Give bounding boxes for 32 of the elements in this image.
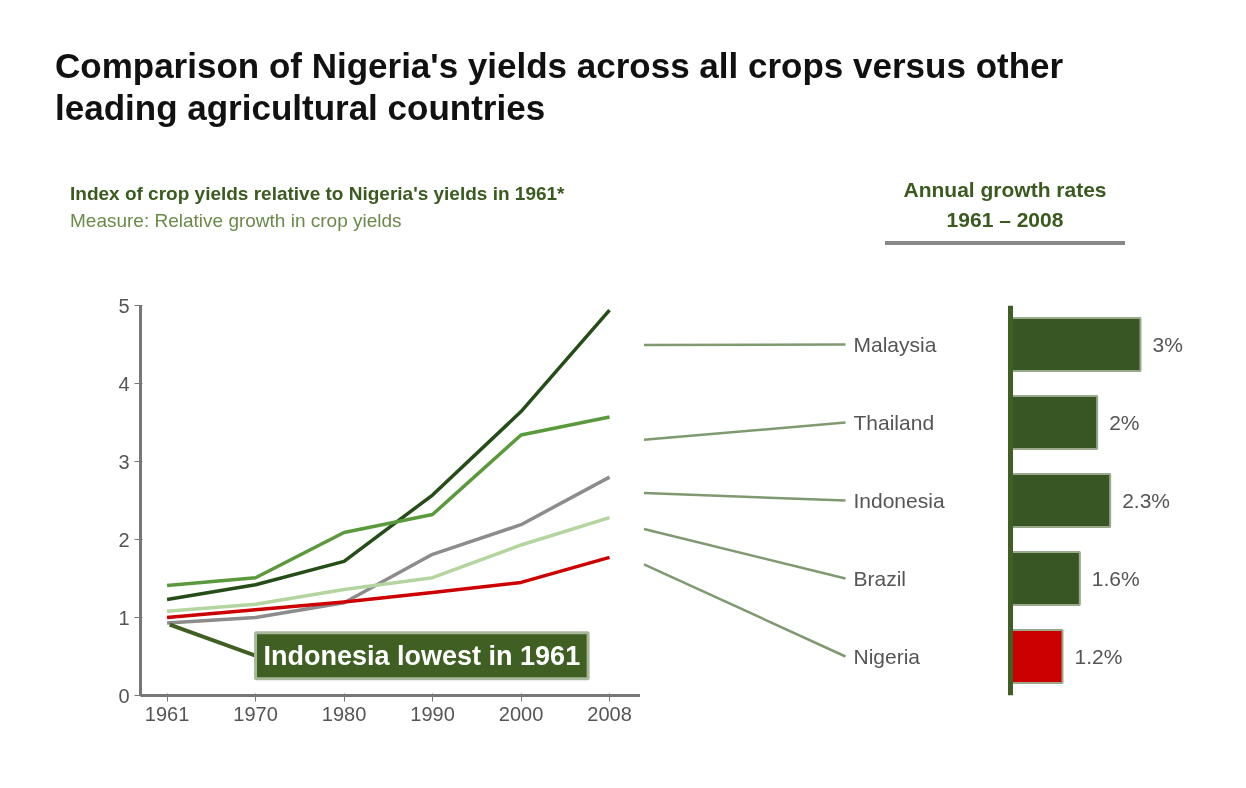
y-tick-label: 5	[118, 294, 130, 317]
x-tick-label: 2000	[498, 702, 544, 725]
y-tick-label: Thailand	[853, 411, 935, 434]
y-tick-label: 3	[118, 450, 130, 473]
y-tick-label: 0	[118, 684, 130, 707]
y-tick-label: Malaysia	[853, 333, 937, 356]
y-tick-label: Brazil	[853, 567, 907, 590]
x-tick-label: 1970	[233, 702, 278, 725]
y-tick-label: 2	[118, 528, 130, 551]
line-series	[165, 415, 612, 588]
x-tick-label: 1980	[321, 702, 367, 725]
line-series	[165, 475, 612, 625]
line-series	[165, 515, 612, 614]
data-label: 2%	[1109, 411, 1140, 434]
data-label: 3%	[1152, 333, 1183, 356]
y-tick-label: Nigeria	[853, 645, 921, 668]
data-label: 1.6%	[1091, 567, 1140, 590]
y-tick-label: Indonesia	[853, 489, 945, 512]
y-tick-label: 4	[118, 372, 130, 395]
line-series	[165, 555, 612, 620]
chart-title: Comparison of Nigeria's yields across all crops versus other leading agricultural countries	[55, 45, 1065, 129]
x-tick-label: 1990	[410, 702, 455, 725]
x-tick-label: 2008	[587, 702, 632, 725]
text: Measure: Relative growth in crop yields	[70, 209, 403, 234]
chart-subtitle: Index of crop yields relative to Nigeria's yields in 1961*	[70, 182, 565, 206]
chart-title: Annual growth rates 1961 – 2008	[902, 177, 1108, 233]
x-tick-label: 1961	[144, 702, 190, 725]
annotation: Indonesia lowest in 1961	[263, 640, 581, 671]
y-tick-label: 1	[118, 606, 130, 629]
line-series	[165, 308, 612, 602]
data-label: 1.2%	[1074, 645, 1123, 668]
data-label: 2.3%	[1122, 489, 1171, 512]
